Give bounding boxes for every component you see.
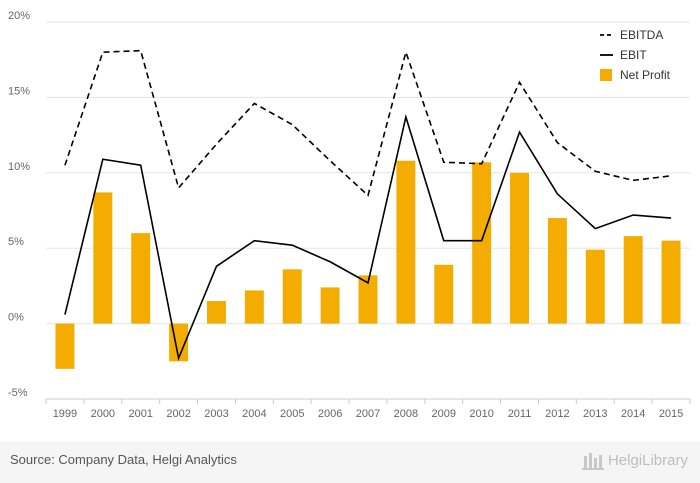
ebit-line [64,113,672,362]
net-profit-bar [358,275,378,324]
y-tick-label: 10% [8,161,30,173]
net-profit-bar [661,240,681,324]
legend-label: EBITDA [620,28,663,42]
net-profit-bar [93,192,113,324]
x-tick-label: 2001 [128,408,152,420]
y-tick-label: 20% [8,10,30,22]
x-tick-label: 2013 [583,408,607,420]
brand-name: HelgiLibrary [607,451,688,469]
x-tick-label: 2015 [659,408,683,420]
y-tick-label: 0% [8,312,24,324]
net-profit-bar [434,264,454,324]
net-profit-bar [623,236,643,324]
net-profit-bar [131,233,151,324]
footer: Source: Company Data, Helgi Analytics He… [0,442,700,483]
net-profit-bar [510,172,529,324]
brand: HelgiLibrary [581,450,688,470]
net-profit-bar [585,249,605,324]
x-tick-label: 2012 [545,408,569,420]
y-tick-label: 5% [8,236,24,248]
x-tick-label: 2010 [469,408,493,420]
x-tick-label: 2005 [280,408,304,420]
net-profit-bar [320,287,340,324]
y-tick-label: 15% [8,85,30,97]
x-tick-label: 2009 [432,408,456,420]
net-profit-bar [207,300,226,324]
chart: 20% 15% 10% 5% 0% -5% 1999 2000 2001 2002 2003 2004… [8,10,691,420]
x-tick-label: 2011 [508,408,532,420]
net-profit-bar [55,323,75,369]
legend-swatch-net-profit [600,69,612,81]
x-tick-label: 2002 [166,408,190,420]
x-tick-label: 2003 [204,408,228,420]
y-tick-label: -5% [8,387,28,399]
x-tick-label: 2004 [242,408,266,420]
x-tick-label: 2008 [394,408,418,420]
net-profit-bar [472,162,492,324]
net-profit-bar [396,160,416,324]
x-tick-label: 2000 [91,408,115,420]
helgi-library-logo-icon [581,453,604,470]
x-tick-label: 2007 [356,408,380,420]
x-tick-label: 2006 [318,408,342,420]
legend-label: EBIT [620,48,647,62]
legend-label: Net Profit [620,68,671,82]
x-tick-label: 2014 [621,408,645,420]
x-tick-label: 1999 [53,408,77,420]
net-profit-bar [282,269,302,324]
ebitda-line [64,49,672,197]
source-note: Source: Company Data, Helgi Analytics [10,452,237,467]
net-profit-bar [244,290,264,324]
net-profit-bar [547,218,567,324]
